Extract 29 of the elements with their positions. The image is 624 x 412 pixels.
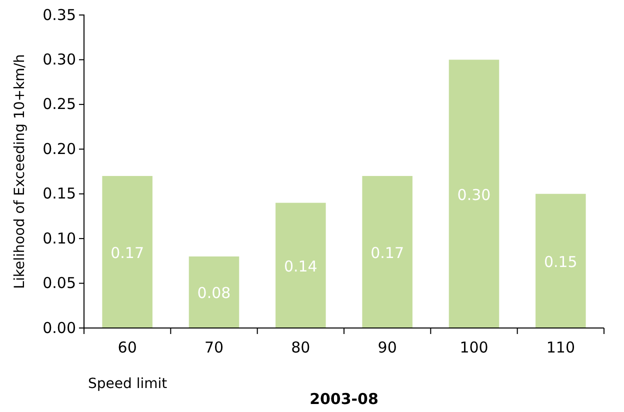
data-label: 0.14 [284, 257, 318, 276]
x-tick-label: 90 [378, 338, 397, 357]
y-tick-label: 0.10 [42, 229, 76, 248]
y-tick-label: 0.15 [42, 184, 76, 203]
y-tick-label: 0.30 [42, 50, 76, 69]
y-tick-label: 0.00 [42, 318, 76, 337]
data-label: 0.17 [370, 244, 404, 262]
x-axis-title: 2003-08 [310, 390, 378, 408]
data-label: 0.15 [544, 252, 578, 271]
y-axis-title: Likelihood of Exceeding 10+km/h [12, 54, 28, 289]
y-tick-label: 0.20 [42, 140, 76, 158]
y-tick-label: 0.35 [42, 6, 76, 24]
bar [448, 60, 500, 328]
bar [536, 194, 586, 328]
y-tick-label: 0.05 [42, 274, 76, 292]
data-label: 0.30 [457, 186, 491, 204]
bar [188, 256, 240, 328]
x-tick-label: 70 [204, 338, 224, 357]
y-tick-label: 0.25 [42, 95, 76, 114]
x-tick-label: 80 [291, 338, 310, 357]
x-tick-label: 100 [460, 338, 488, 357]
text: Speed limit [88, 376, 168, 392]
data-label: 0.17 [110, 244, 144, 262]
bar [276, 202, 326, 328]
x-tick-label: 110 [546, 338, 575, 357]
bar [102, 176, 152, 328]
bar [362, 176, 412, 328]
x-tick-label: 60 [118, 338, 137, 357]
data-label: 0.08 [197, 284, 231, 302]
